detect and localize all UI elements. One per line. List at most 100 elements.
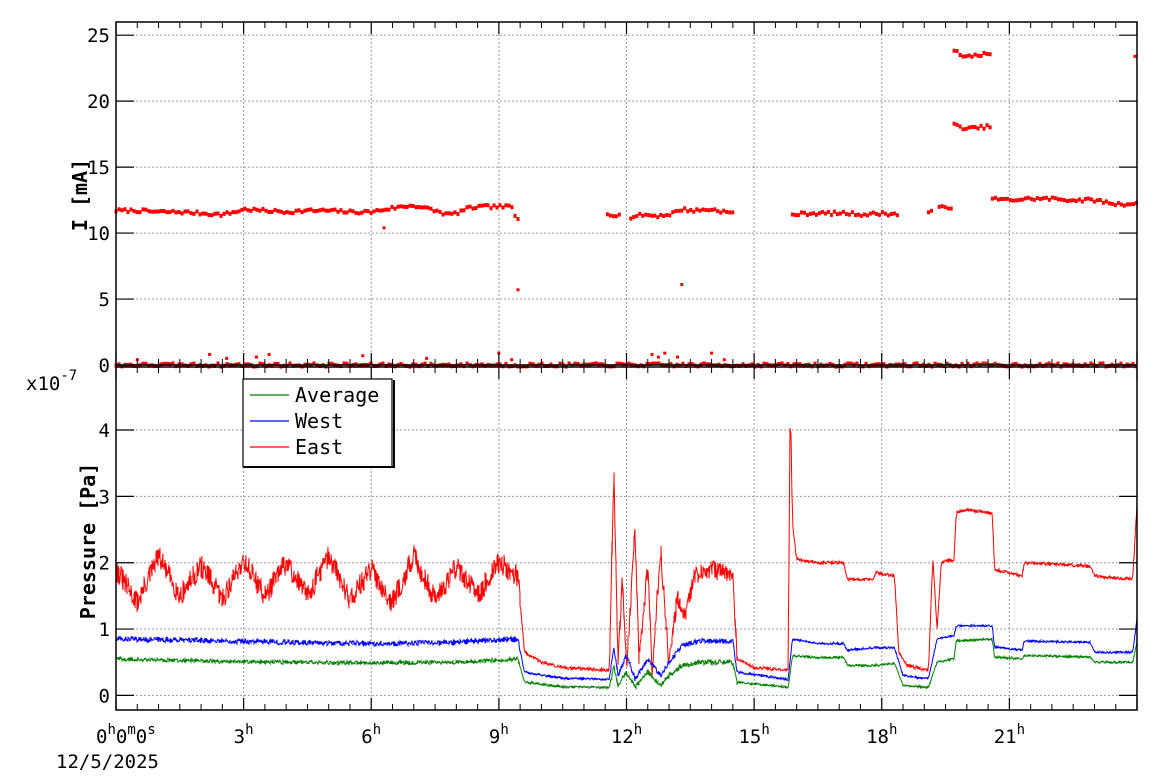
current-data-point [429, 206, 433, 211]
current-data-point [399, 204, 403, 209]
current-data-point [291, 211, 295, 216]
pressure-series-east [115, 428, 1138, 677]
current-data-point [955, 122, 959, 127]
current-data-point [492, 203, 496, 208]
legend-label-east: East [295, 435, 343, 459]
current-data-point [650, 352, 654, 356]
current-data-point [162, 209, 166, 214]
current-data-segment [629, 206, 735, 221]
x-tick-value: 9 [489, 726, 500, 748]
current-data-segment [990, 195, 1138, 208]
current-data-point [285, 210, 289, 215]
current-data-segment [605, 212, 621, 219]
current-data-point [213, 363, 217, 368]
current-data-point [501, 205, 505, 210]
current-data-point [267, 352, 271, 356]
current-data-point [689, 207, 693, 212]
current-data-point [912, 361, 916, 366]
current-data-point [288, 210, 292, 215]
current-data-segment [927, 208, 934, 215]
current-data-point [1080, 199, 1084, 204]
current-data-point [937, 204, 941, 209]
current-data-point [677, 208, 681, 213]
current-data-point [656, 355, 660, 359]
current-data-point [1014, 361, 1018, 366]
current-data-point [1098, 361, 1102, 366]
current-data-point [348, 363, 352, 368]
current-data-point [261, 362, 265, 367]
current-data-point [1095, 198, 1099, 203]
x-tick-unit: h [889, 722, 897, 738]
current-data-point [231, 210, 235, 215]
current-data-point [252, 206, 256, 211]
current-data-point [882, 362, 886, 367]
current-data-point [345, 361, 349, 366]
current-data-point [608, 213, 612, 218]
current-data-point [829, 212, 833, 217]
current-data-point [1047, 197, 1051, 202]
current-data-point [707, 208, 711, 213]
current-data-point [858, 364, 862, 369]
current-data-point [438, 209, 442, 214]
current-data-point [1026, 195, 1030, 200]
current-data-point [967, 125, 971, 130]
current-data-point [964, 126, 968, 131]
current-data-point [495, 205, 499, 210]
current-data-point [507, 203, 511, 208]
current-data-point [126, 210, 130, 215]
current-data-point [141, 361, 145, 366]
current-data-point [930, 208, 934, 213]
current-data-point [963, 364, 967, 369]
current-data-point [1089, 197, 1093, 202]
current-data-point [129, 207, 133, 212]
current-data-point [960, 361, 964, 366]
current-data-point [213, 211, 217, 216]
current-data-point [318, 208, 322, 213]
current-data-point [1014, 198, 1018, 203]
current-data-point [952, 48, 956, 53]
current-data-point [420, 205, 424, 210]
current-data-point [835, 212, 839, 217]
x-tick-unit: m [127, 722, 135, 738]
current-data-point [846, 361, 850, 366]
current-data-point [612, 364, 616, 369]
current-data-point [177, 210, 181, 215]
current-data-point [826, 209, 830, 214]
current-data-point [647, 213, 651, 218]
current-data-point [208, 352, 212, 356]
current-data-point [722, 358, 726, 362]
current-data-point [516, 288, 520, 292]
current-data-point [543, 364, 547, 369]
current-data-point [1080, 364, 1084, 369]
x-tick-value: 18 [866, 726, 889, 748]
current-data-point [924, 363, 928, 368]
current-data-point [999, 196, 1003, 201]
current-data-point [342, 361, 346, 366]
current-data-point [255, 364, 259, 369]
current-data-point [414, 205, 418, 210]
current-data-point [456, 212, 460, 217]
current-data-point [796, 213, 800, 218]
current-data-point [171, 208, 175, 213]
current-data-point [886, 213, 890, 218]
current-data-point [195, 364, 199, 369]
current-data-point [648, 362, 652, 367]
current-data-point [731, 210, 735, 215]
current-data-point [915, 361, 919, 366]
current-data-point [1074, 198, 1078, 203]
current-data-point [1041, 363, 1045, 368]
y-tick-label: 5 [99, 289, 110, 311]
current-data-point [1011, 198, 1015, 203]
current-data-point [144, 207, 148, 212]
current-data-point [282, 363, 286, 368]
current-data-point [729, 364, 733, 369]
legend-label-west: West [295, 409, 343, 433]
current-data-point [186, 363, 190, 368]
current-data-point [297, 208, 301, 213]
current-data-point [144, 361, 148, 366]
current-data-point [969, 364, 973, 369]
legend-label-average: Average [295, 383, 379, 407]
current-data-point [704, 207, 708, 212]
y-tick-label: 3 [99, 486, 110, 508]
current-data-point [946, 206, 950, 211]
